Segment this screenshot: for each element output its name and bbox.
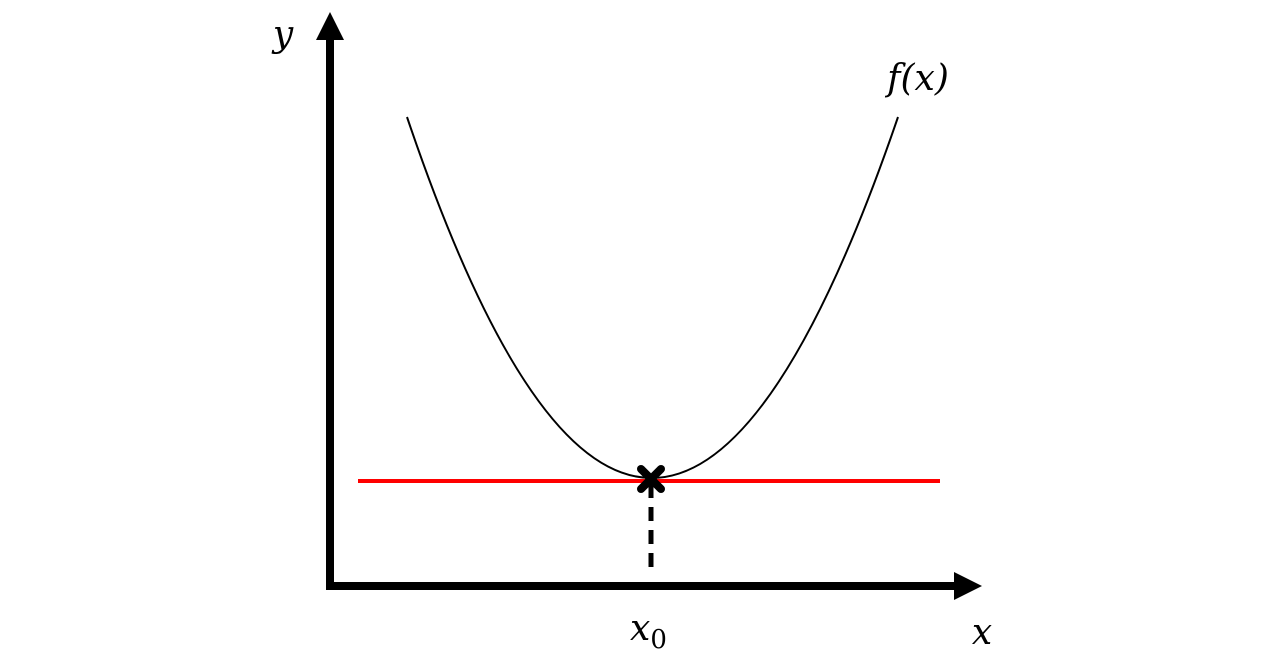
minimum-marker	[637, 465, 665, 493]
curve	[406, 116, 899, 479]
x-axis-label: x	[972, 612, 992, 653]
y-axis-label: y	[271, 14, 294, 55]
x-axis-arrow	[954, 572, 982, 600]
curve-label: f(x)	[884, 58, 949, 99]
point-label: x0	[630, 608, 667, 655]
point-label-subscript: 0	[650, 625, 667, 655]
y-axis-arrow	[316, 12, 344, 40]
point-label-base: x	[630, 608, 650, 649]
